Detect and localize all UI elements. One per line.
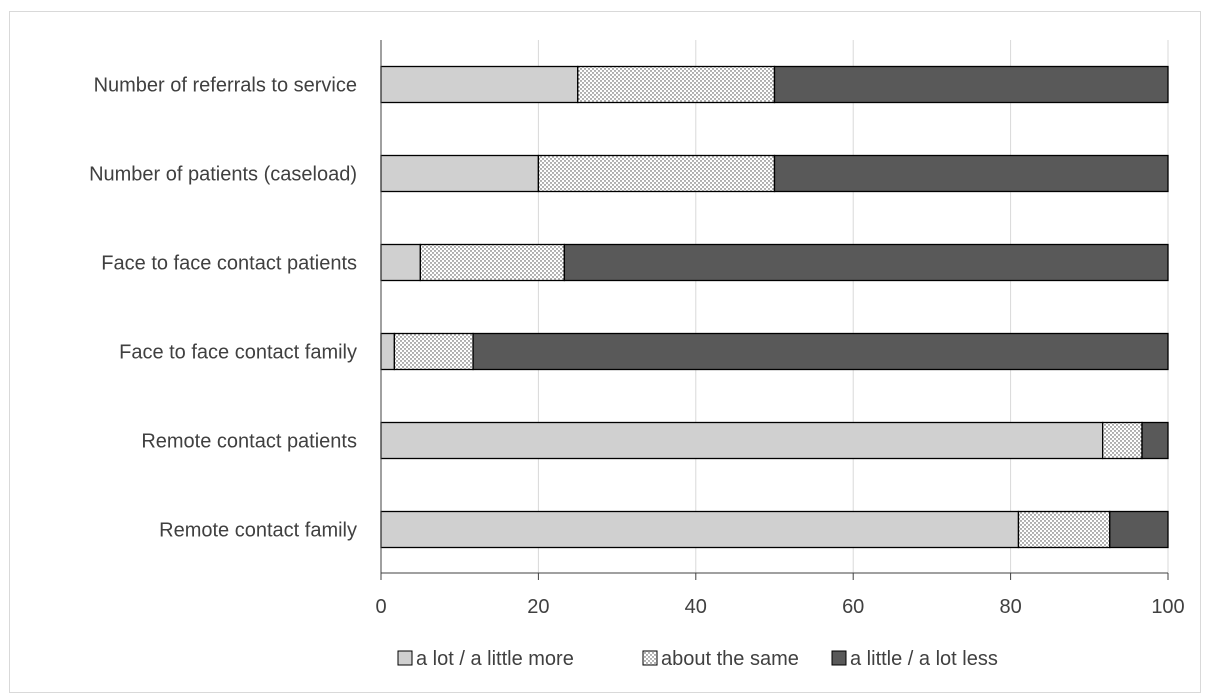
bar-segment-1	[380, 510, 1020, 549]
bar-segment-3	[1109, 510, 1169, 549]
x-tick-label: 40	[685, 596, 707, 618]
bar-segment-1	[380, 65, 579, 104]
axes	[380, 40, 1169, 580]
bar-segment-2	[419, 243, 566, 282]
legend-swatch	[831, 650, 847, 666]
bar-segment-1	[380, 332, 396, 371]
category-labels: Number of referrals to service Number of …	[89, 75, 357, 542]
x-tick-label: 80	[999, 596, 1021, 618]
legend-label: a lot / a little more	[416, 648, 574, 670]
category-label: Face to face contact family	[119, 342, 357, 364]
bars	[380, 65, 1169, 549]
category-label: Number of patients (caseload)	[89, 164, 357, 186]
x-tick-labels: 0 20 40 60 80 100	[375, 596, 1184, 618]
category-label: Remote contact family	[159, 520, 357, 542]
x-tick-label: 100	[1151, 596, 1184, 618]
bar-segment-3	[773, 154, 1169, 193]
bar-segment-1	[380, 243, 421, 282]
bar-segment-2	[1102, 421, 1143, 460]
gridlines	[537, 40, 1169, 573]
bar-segment-3	[563, 243, 1169, 282]
x-tick-label: 0	[375, 596, 386, 618]
x-tick-label: 20	[527, 596, 549, 618]
bar-segment-1	[380, 421, 1104, 460]
bar-segment-3	[472, 332, 1169, 371]
legend: a lot / a little more about the same a lit…	[397, 648, 998, 670]
bar-segment-2	[1017, 510, 1111, 549]
bar-segment-3	[1141, 421, 1169, 460]
bar-segment-2	[577, 65, 776, 104]
legend-label: about the same	[661, 648, 799, 670]
bar-segment-2	[537, 154, 776, 193]
legend-swatch	[642, 650, 658, 666]
legend-swatch	[397, 650, 413, 666]
x-tick-label: 60	[842, 596, 864, 618]
bar-segment-1	[380, 154, 540, 193]
category-label: Remote contact patients	[141, 431, 357, 453]
category-label: Face to face contact patients	[101, 253, 357, 275]
category-label: Number of referrals to service	[94, 75, 357, 97]
bar-segment-2	[393, 332, 474, 371]
bar-segment-3	[773, 65, 1169, 104]
legend-label: a little / a lot less	[850, 648, 998, 670]
